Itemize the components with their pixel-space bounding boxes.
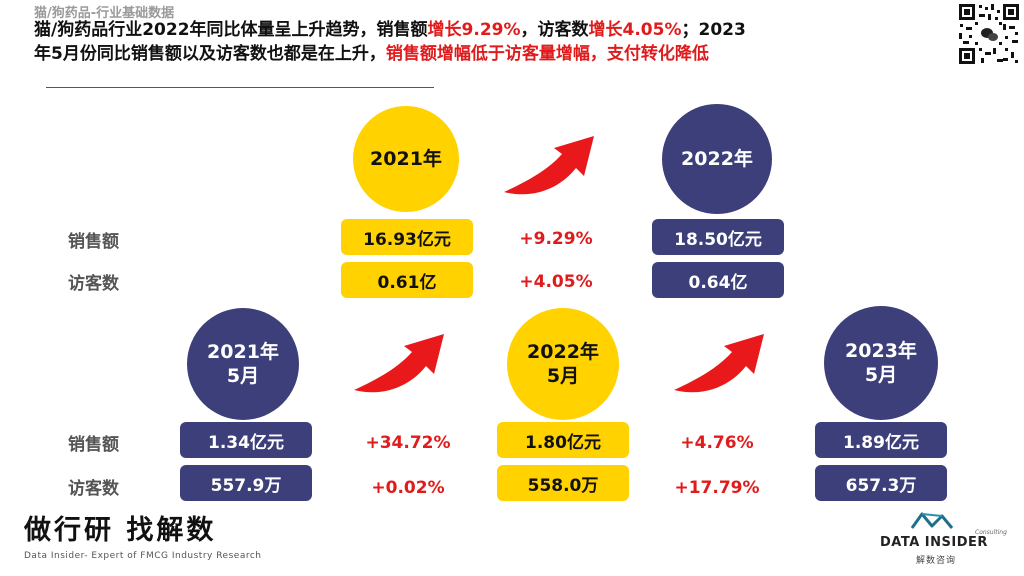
sales-may2022-box: 1.80亿元 — [497, 422, 629, 458]
divider — [46, 87, 434, 88]
year-2021-circle: 2021年 — [353, 106, 459, 212]
period-year: 2022年 — [527, 341, 599, 363]
may-2023-circle: 2023年 5月 — [824, 306, 938, 420]
visitors-value: 557.9万 — [210, 475, 282, 496]
sales-value: 18.50亿元 — [674, 229, 762, 250]
headline-highlight: 销售额增幅低于访客量增幅，支付转化降低 — [385, 44, 709, 64]
visitors-value: 558.0万 — [527, 475, 599, 496]
sales-value: 1.80亿元 — [525, 432, 601, 453]
sales-may2021-box: 1.34亿元 — [180, 422, 312, 458]
visitors-change-annual: +4.05% — [519, 272, 593, 292]
year-label: 2021年 — [370, 148, 442, 170]
visitors-may2021-box: 557.9万 — [180, 465, 312, 501]
sales-value: 1.34亿元 — [208, 432, 284, 453]
visitors-row-label: 访客数 — [68, 479, 119, 499]
sales-value: 16.93亿元 — [363, 229, 451, 250]
sales-change-may-2022: +34.72% — [365, 433, 451, 453]
logo-name: DATA INSIDER — [880, 535, 988, 550]
sales-2021-box: 16.93亿元 — [341, 219, 473, 255]
period-month: 5月 — [864, 364, 898, 386]
visitors-value: 0.64亿 — [688, 272, 748, 293]
visitors-value: 657.3万 — [845, 475, 917, 496]
visitors-may2022-box: 558.0万 — [497, 465, 629, 501]
visitors-2022-box: 0.64亿 — [652, 262, 784, 298]
may-2022-circle: 2022年 5月 — [507, 308, 619, 420]
brand-slogan: 做行研 找解数 — [24, 515, 217, 546]
visitors-may2023-box: 657.3万 — [815, 465, 947, 501]
page-subtitle: 猫/狗药品-行业基础数据 — [34, 6, 175, 21]
sales-change-annual: +9.29% — [519, 229, 593, 249]
headline: 猫/狗药品行业2022年同比体量呈上升趋势，销售额增长9.29%，访客数增长4.… — [34, 18, 904, 66]
data-insider-logo-icon — [910, 512, 954, 529]
year-2022-circle: 2022年 — [662, 104, 772, 214]
red-curved-arrow-icon — [354, 334, 444, 393]
logo-cn-name: 解数咨询 — [916, 556, 957, 566]
sales-row-label: 销售额 — [68, 232, 119, 252]
brand-tagline: Data Insider- Expert of FMCG Industry Re… — [24, 551, 262, 561]
may-2021-circle: 2021年 5月 — [187, 308, 299, 420]
period-year: 2023年 — [845, 340, 917, 362]
headline-highlight: 增长4.05% — [588, 20, 682, 40]
red-curved-arrow-icon — [504, 136, 594, 195]
red-curved-arrow-icon — [674, 334, 764, 393]
year-label: 2022年 — [681, 148, 753, 170]
sales-value: 1.89亿元 — [843, 432, 919, 453]
headline-text: ；2023 — [681, 20, 746, 40]
sales-may2023-box: 1.89亿元 — [815, 422, 947, 458]
sales-row-label: 销售额 — [68, 435, 119, 455]
logo-consulting: Consulting — [975, 529, 1007, 536]
headline-text: 年5月份同比销售额以及访客数也都是在上升， — [34, 44, 386, 64]
sales-change-may-2023: +4.76% — [680, 433, 754, 453]
visitors-2021-box: 0.61亿 — [341, 262, 473, 298]
visitors-row-label: 访客数 — [68, 274, 119, 294]
visitors-value: 0.61亿 — [377, 272, 437, 293]
qr-code-icon — [957, 2, 1021, 66]
headline-text: ，访客数 — [520, 20, 589, 40]
headline-text: 猫/狗药品行业2022年同比体量呈上升趋势，销售额 — [34, 20, 428, 40]
period-year: 2021年 — [207, 341, 279, 363]
visitors-change-may-2022: +0.02% — [371, 478, 445, 498]
sales-2022-box: 18.50亿元 — [652, 219, 784, 255]
headline-highlight: 增长9.29% — [427, 20, 521, 40]
visitors-change-may-2023: +17.79% — [674, 478, 760, 498]
period-month: 5月 — [226, 365, 260, 387]
period-month: 5月 — [546, 365, 580, 387]
